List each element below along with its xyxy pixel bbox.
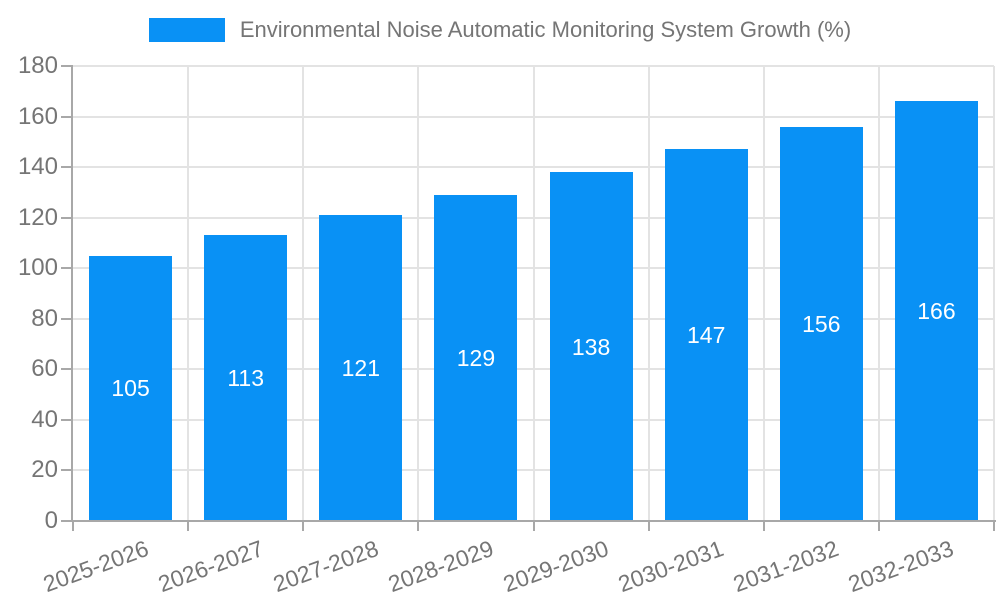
x-axis-tick — [993, 521, 995, 531]
bar-value-label: 113 — [227, 365, 265, 392]
y-tick-label: 120 — [17, 203, 58, 231]
gridline-vertical — [647, 66, 650, 521]
bar-value-label: 105 — [111, 375, 150, 402]
y-axis-tick — [61, 166, 73, 169]
x-axis-tick — [417, 521, 420, 531]
y-axis-tick — [61, 267, 73, 270]
y-axis-line — [71, 66, 73, 522]
bar-value-label: 138 — [571, 333, 611, 360]
bar[interactable] — [894, 101, 978, 520]
y-axis-tick — [61, 418, 73, 421]
x-axis-tick — [72, 521, 74, 531]
bar[interactable] — [549, 172, 633, 520]
gridline-vertical — [762, 66, 765, 521]
bar[interactable] — [434, 194, 518, 520]
y-tick-label: 60 — [31, 355, 58, 383]
y-axis-tick — [61, 317, 73, 320]
y-tick-label: 40 — [31, 405, 58, 433]
x-axis-tick — [762, 521, 765, 531]
x-axis-tick — [532, 521, 535, 531]
x-axis-line — [71, 520, 996, 522]
gridline-vertical — [877, 66, 880, 521]
gridline-vertical — [532, 66, 535, 521]
legend[interactable]: Environmental Noise Automatic Monitoring… — [0, 17, 1000, 43]
y-axis-tick — [61, 65, 73, 67]
y-axis-tick — [61, 368, 73, 371]
bar-value-label: 129 — [456, 344, 496, 371]
y-axis-tick — [61, 216, 73, 219]
bar-value-label: 156 — [802, 310, 841, 337]
x-axis-tick — [877, 521, 880, 531]
bar[interactable] — [204, 235, 288, 520]
bar[interactable] — [664, 149, 748, 520]
bar[interactable] — [319, 215, 403, 520]
y-axis-tick — [61, 469, 73, 472]
y-axis-tick — [61, 520, 73, 522]
y-axis-tick — [61, 115, 73, 118]
x-tick-label: 2032-2033 — [845, 535, 958, 598]
gridline-vertical — [302, 66, 305, 521]
bar-value-label: 147 — [687, 322, 726, 349]
y-tick-label: 180 — [17, 52, 58, 79]
bar[interactable] — [89, 255, 173, 520]
y-tick-label: 0 — [44, 507, 58, 534]
y-tick-label: 100 — [17, 254, 58, 282]
x-axis-tick — [302, 521, 305, 531]
x-axis-tick — [647, 521, 650, 531]
gridline-vertical — [993, 66, 995, 521]
bar-value-label: 121 — [341, 355, 380, 382]
gridline-vertical — [187, 66, 190, 521]
x-axis-tick — [187, 521, 190, 531]
y-tick-label: 20 — [31, 456, 58, 484]
bar-value-label: 166 — [917, 298, 956, 325]
legend-label: Environmental Noise Automatic Monitoring… — [239, 17, 852, 42]
gridline-vertical — [417, 66, 420, 521]
y-tick-label: 140 — [17, 153, 58, 181]
y-tick-label: 160 — [17, 102, 58, 130]
legend-swatch — [148, 18, 225, 42]
bar[interactable] — [779, 126, 863, 520]
y-tick-label: 80 — [31, 304, 58, 332]
